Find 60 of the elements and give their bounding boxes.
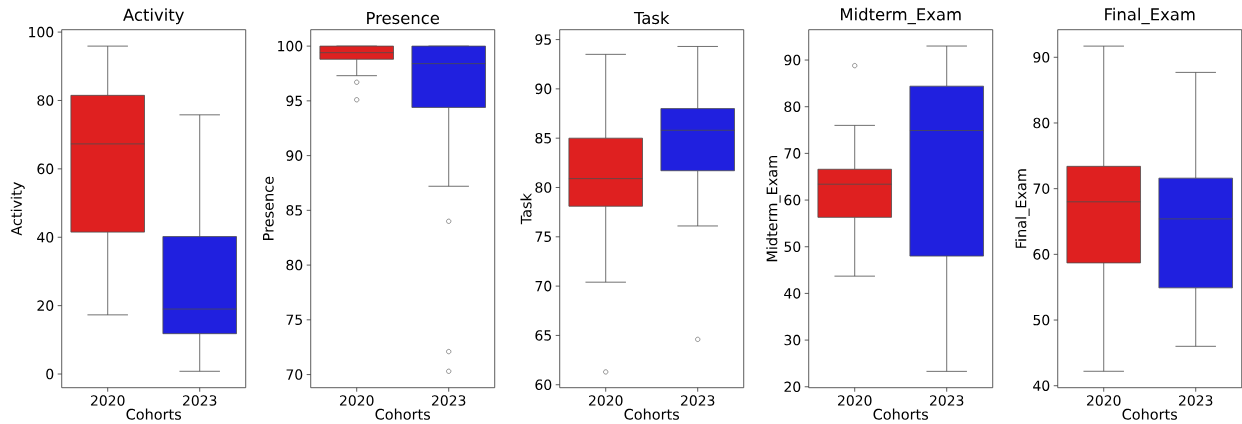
y-tick-label: 80 xyxy=(1033,117,1050,129)
x-axis-title: Cohorts xyxy=(1122,408,1178,420)
y-tick-label: 85 xyxy=(535,132,551,144)
y-tick-label: 40 xyxy=(784,288,801,299)
y-tick-label: 50 xyxy=(784,241,801,253)
y-tick-label: 60 xyxy=(37,163,54,175)
y-tick-label: 75 xyxy=(286,314,302,326)
y-tick-label: 50 xyxy=(1033,314,1050,326)
x-axis-title: Cohorts xyxy=(624,408,680,420)
y-tick-label: 85 xyxy=(286,205,302,216)
y-tick-label: 65 xyxy=(535,330,551,341)
y-tick-label: 90 xyxy=(535,83,552,95)
y-tick-label: 70 xyxy=(784,148,801,159)
y-tick-label: 80 xyxy=(535,182,552,193)
chart-title: Task xyxy=(633,11,670,25)
y-tick-label: 75 xyxy=(535,231,551,242)
y-tick-label: 80 xyxy=(37,95,54,106)
y-tick-label: 20 xyxy=(37,300,54,311)
y-tick-label: 70 xyxy=(286,369,303,380)
y-tick-label: 100 xyxy=(29,26,54,38)
x-tick-label: 2023 xyxy=(431,395,466,406)
x-tick-label: 2023 xyxy=(1178,395,1213,406)
y-tick-label: 70 xyxy=(535,280,552,292)
y-tick-label: 80 xyxy=(286,259,303,271)
x-tick-label: 2023 xyxy=(182,395,217,406)
y-axis-title: Final_Exam xyxy=(1015,169,1030,248)
x-tick-label: 2020 xyxy=(1086,395,1121,406)
y-tick-label: 90 xyxy=(784,54,801,66)
y-axis-title: Presence xyxy=(262,176,274,240)
y-tick-label: 40 xyxy=(1033,380,1050,392)
x-tick-label: 2020 xyxy=(90,395,125,406)
y-tick-label: 100 xyxy=(278,40,303,52)
y-axis-title: Activity xyxy=(10,182,25,236)
x-tick-label: 2023 xyxy=(929,395,964,406)
y-tick-label: 60 xyxy=(1033,249,1050,260)
x-tick-label: 2020 xyxy=(339,395,374,406)
y-axis-title: Task xyxy=(520,193,532,225)
y-tick-label: 60 xyxy=(784,194,801,206)
y-tick-label: 80 xyxy=(784,101,801,112)
y-tick-label: 40 xyxy=(37,231,54,243)
chart-title: Activity xyxy=(123,8,184,25)
y-tick-label: 70 xyxy=(1033,183,1050,194)
y-tick-label: 90 xyxy=(286,150,303,161)
x-tick-label: 2023 xyxy=(680,395,715,406)
y-tick-label: 95 xyxy=(286,95,302,107)
y-tick-label: 60 xyxy=(535,379,552,391)
x-tick-label: 2020 xyxy=(837,395,872,406)
y-tick-label: 0 xyxy=(46,368,54,380)
x-axis-title: Cohorts xyxy=(873,408,929,420)
chart-title: Final_Exam xyxy=(1105,7,1195,25)
y-tick-label: 95 xyxy=(535,34,551,45)
x-axis-title: Cohorts xyxy=(375,408,431,420)
x-axis-title: Cohorts xyxy=(126,408,182,420)
y-tick-label: 20 xyxy=(784,381,801,393)
y-tick-label: 30 xyxy=(784,334,801,346)
chart-title: Presence xyxy=(367,11,440,25)
x-tick-label: 2020 xyxy=(588,395,623,406)
y-tick-label: 90 xyxy=(1033,52,1050,63)
chart-title: Midterm_Exam xyxy=(841,7,961,25)
y-axis-title: Midterm_Exam xyxy=(766,156,781,262)
